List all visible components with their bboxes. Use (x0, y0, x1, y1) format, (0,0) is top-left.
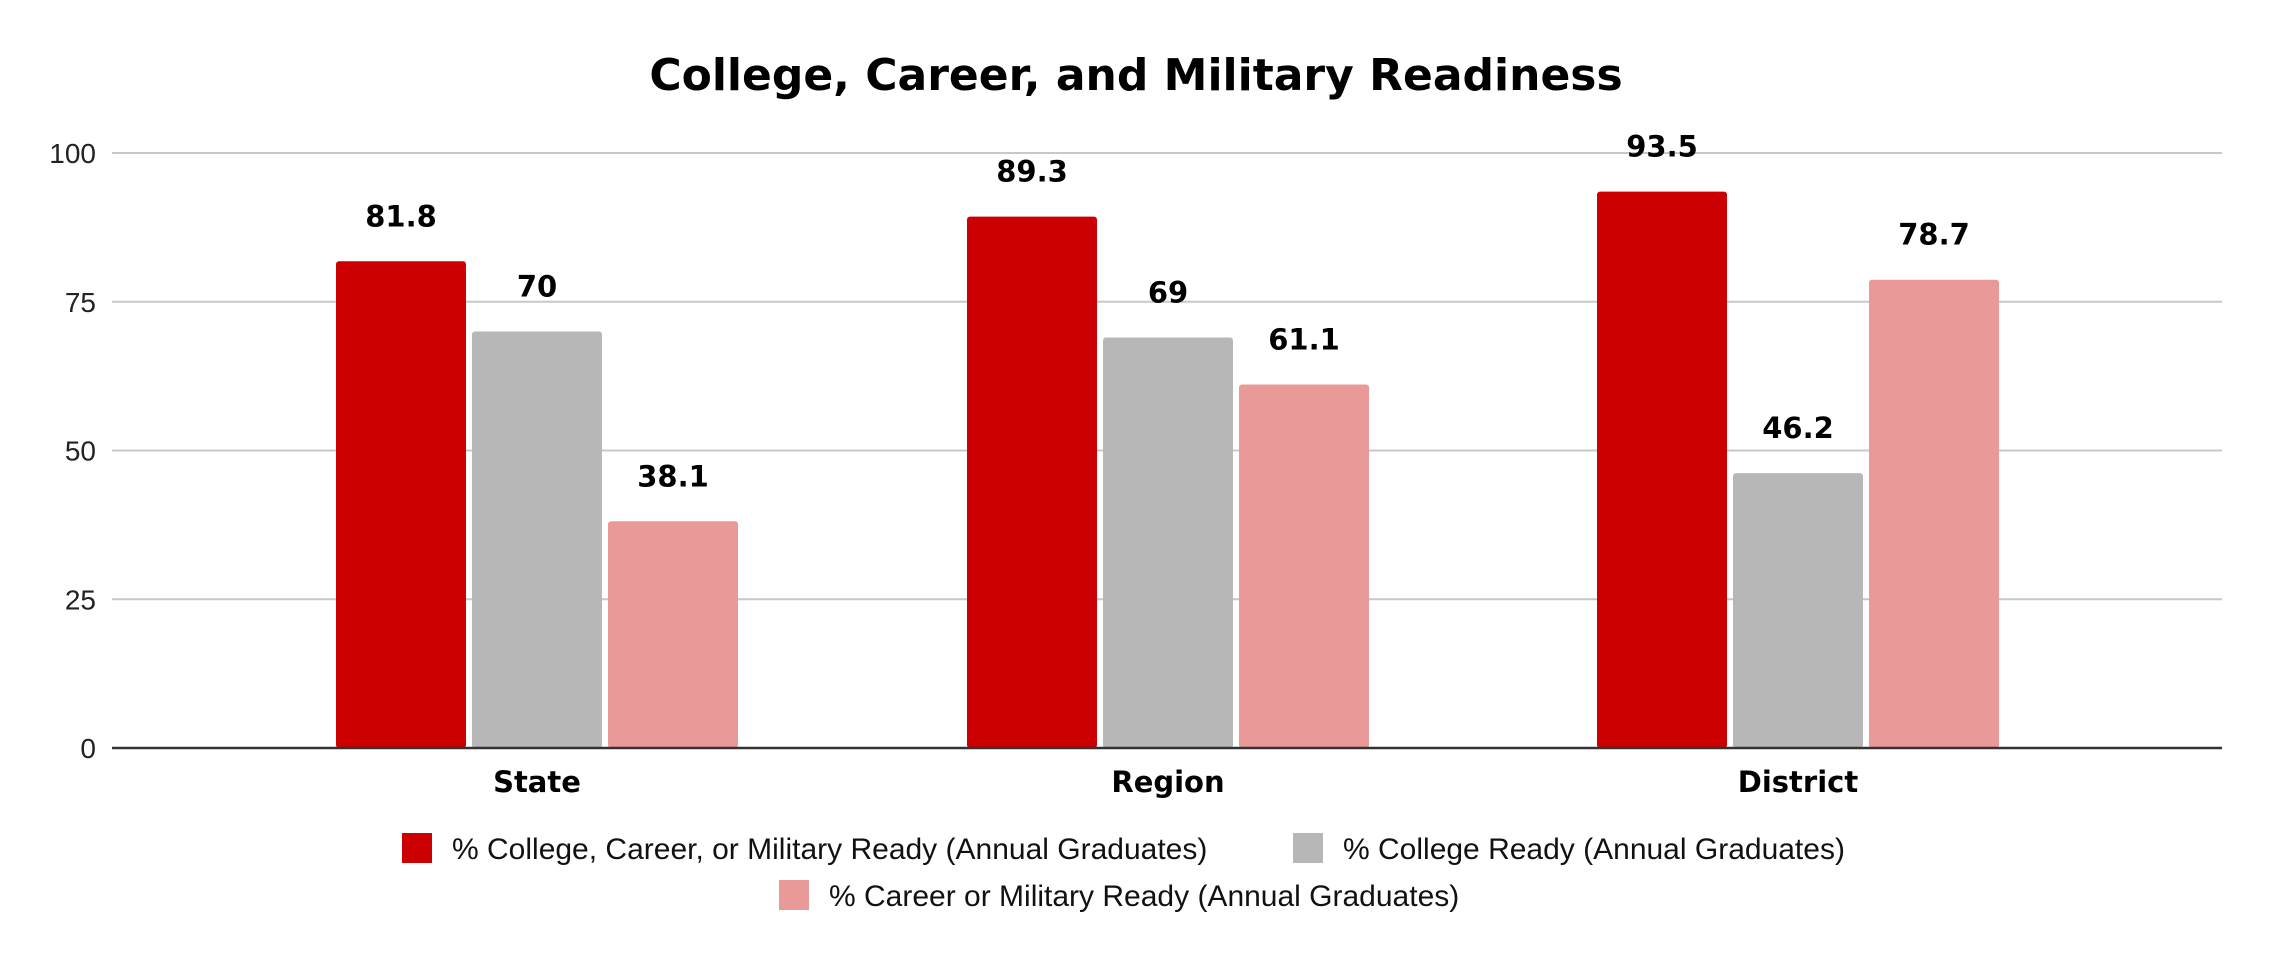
data-label: 93.5 (1626, 130, 1698, 164)
data-label: 89.3 (996, 155, 1068, 189)
data-label: 46.2 (1762, 411, 1834, 445)
bar-district-series-1 (1597, 191, 1727, 749)
data-label: 78.7 (1898, 218, 1970, 252)
bar-region-series-1 (967, 216, 1097, 749)
y-axis-ticks: 0 25 50 75 100 (49, 138, 96, 764)
x-category-label: State (493, 765, 581, 799)
data-label: 61.1 (1268, 322, 1340, 356)
legend-swatch (779, 880, 809, 910)
bar-region-series-3 (1239, 384, 1369, 748)
bars (336, 191, 1999, 749)
bar-district-series-2 (1733, 473, 1863, 748)
data-labels: 81.8 70 38.1 89.3 69 61.1 93.5 46.2 78.7 (365, 130, 1970, 494)
bar-district-series-3 (1869, 279, 1999, 748)
bar-state-series-3 (608, 521, 738, 748)
bar-state-series-1 (336, 261, 466, 748)
data-label: 38.1 (637, 459, 709, 493)
legend-label: % Career or Military Ready (Annual Gradu… (829, 880, 1459, 913)
chart-title: College, Career, and Military Readiness (649, 50, 1622, 101)
data-label: 70 (517, 270, 557, 304)
legend-label: % College, Career, or Military Ready (An… (452, 833, 1207, 866)
x-category-label: District (1738, 765, 1859, 799)
bar-state-series-2 (472, 331, 602, 748)
legend-swatch (402, 833, 432, 863)
x-category-label: Region (1111, 765, 1224, 799)
legend-swatch (1293, 833, 1323, 863)
legend: % College, Career, or Military Ready (An… (402, 833, 1845, 913)
y-tick-label: 0 (80, 733, 96, 764)
bar-region-series-2 (1103, 337, 1233, 748)
data-label: 81.8 (365, 199, 437, 233)
y-tick-label: 25 (65, 584, 96, 615)
y-tick-label: 50 (65, 436, 96, 467)
y-tick-label: 100 (49, 138, 96, 169)
x-axis-categories: State Region District (493, 765, 1858, 799)
y-tick-label: 75 (65, 287, 96, 318)
data-label: 69 (1148, 275, 1188, 309)
legend-label: % College Ready (Annual Graduates) (1343, 833, 1845, 866)
